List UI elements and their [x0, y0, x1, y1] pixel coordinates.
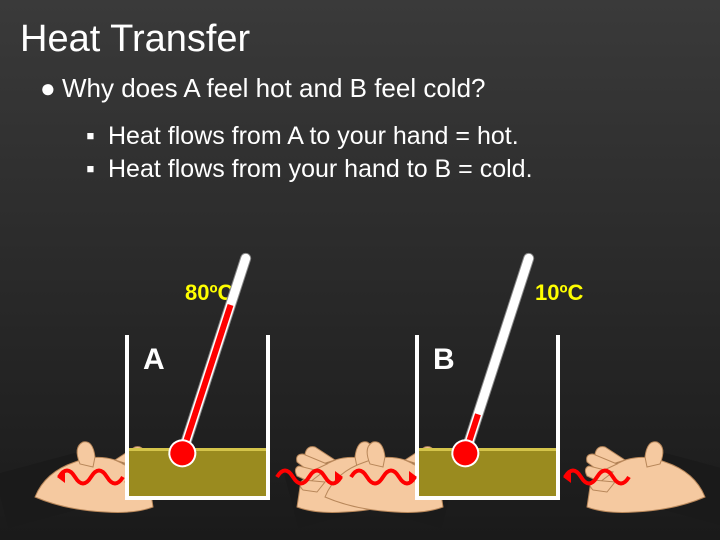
- temp-b-label: 10ºC: [535, 280, 583, 306]
- thermometer-b-icon: [450, 242, 540, 482]
- beaker-a-label: A: [143, 343, 165, 377]
- question-bullet: Why does A feel hot and B feel cold?: [0, 61, 720, 104]
- heat-wave-left-b-icon: [347, 462, 417, 492]
- thermometer-a-icon: [167, 242, 257, 482]
- heat-wave-right-a-icon: [273, 462, 343, 492]
- heat-wave-right-b-icon: [563, 462, 633, 492]
- slide-title: Heat Transfer: [0, 0, 720, 61]
- beaker-b-group: B 10ºC: [385, 312, 645, 512]
- answer-bullet-2: Heat flows from your hand to B = cold.: [0, 151, 720, 184]
- heat-diagram: A 80ºC: [0, 222, 720, 522]
- answer-bullet-1: Heat flows from A to your hand = hot.: [0, 104, 720, 151]
- heat-wave-left-a-icon: [57, 462, 127, 492]
